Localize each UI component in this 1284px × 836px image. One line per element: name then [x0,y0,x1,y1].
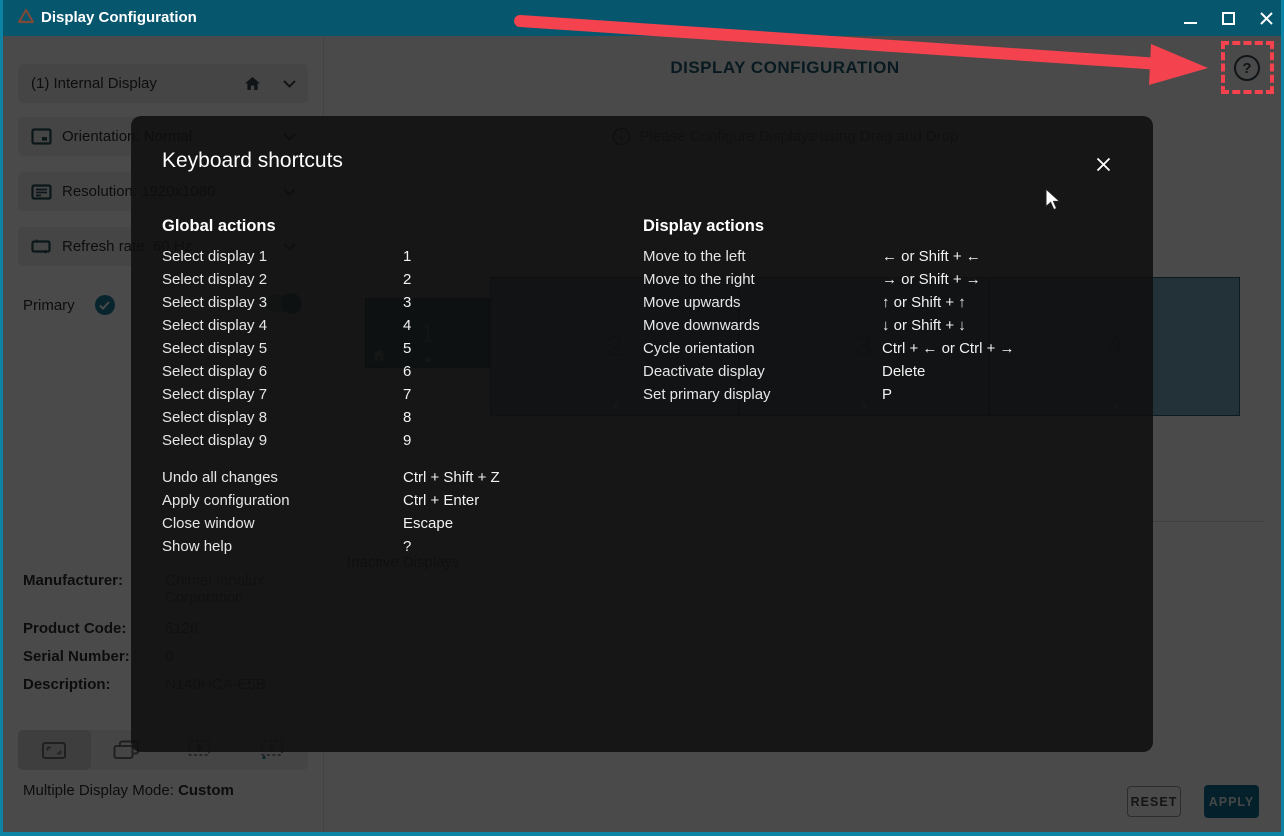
close-icon [1259,11,1273,25]
keyboard-shortcuts-dialog: Keyboard shortcuts Global actions Select… [131,116,1153,752]
dialog-title: Keyboard shortcuts [162,149,343,172]
display-actions-section: Display actions Move to the left ← or Shi… [643,217,1113,406]
shortcut-row: Deactivate display Delete [643,363,926,380]
maximize-icon [1221,11,1235,25]
shortcut-row: Set primary display P [643,386,893,403]
app-logo-icon [17,8,35,24]
window-title: Display Configuration [41,9,197,26]
global-actions-heading: Global actions [162,217,276,235]
shortcut-row: Close window Escape [162,515,454,532]
shortcut-row: Undo all changes Ctrl + Shift + Z [162,469,500,486]
maximize-button[interactable] [1212,3,1244,33]
shortcut-row: Cycle orientation Ctrl + ← or Ctrl + → [643,340,1015,357]
shortcut-row: Apply configuration Ctrl + Enter [162,492,480,509]
shortcut-row: Move to the left ← or Shift + ← [643,248,981,265]
shortcut-row: Move upwards ↑ or Shift + ↑ [643,294,966,311]
shortcut-row: Move to the right → or Shift + → [643,271,981,288]
close-button[interactable] [1250,3,1282,33]
shortcut-row: Move downwards ↓ or Shift + ↓ [643,317,966,334]
close-icon [1096,157,1110,171]
minimize-icon [1183,21,1197,24]
dialog-close-button[interactable] [1087,148,1119,180]
title-bar[interactable]: Display Configuration [0,0,1284,36]
minimize-button[interactable] [1174,3,1206,33]
display-actions-heading: Display actions [643,217,765,235]
shortcut-row: Show help? [162,538,412,555]
